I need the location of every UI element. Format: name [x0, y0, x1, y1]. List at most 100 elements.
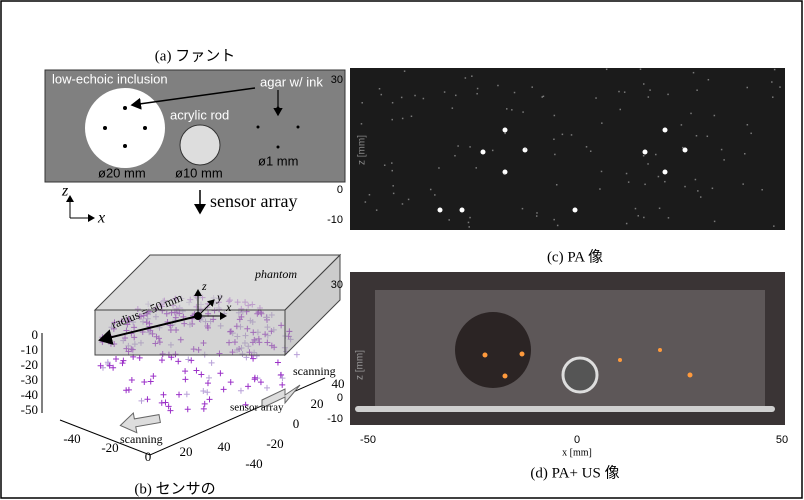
noise [511, 109, 513, 111]
noise [773, 225, 775, 227]
tick-label: -10 [327, 214, 343, 226]
noise [411, 116, 413, 118]
tick-label: 30 [331, 74, 343, 86]
noise [747, 124, 749, 126]
axis-label: z [mm] [355, 350, 366, 380]
noise [648, 96, 650, 98]
noise [401, 97, 403, 99]
label: scanning [293, 364, 336, 378]
sensor [159, 357, 165, 363]
noise [696, 135, 698, 137]
noise [457, 145, 459, 147]
noise [658, 176, 660, 178]
noise [640, 68, 642, 70]
tick-label: 30 [331, 279, 343, 291]
noise [369, 194, 371, 196]
noise [668, 217, 670, 219]
noise [414, 95, 416, 97]
noise [618, 91, 620, 93]
noise [624, 91, 626, 93]
sensor [193, 368, 199, 374]
noise [643, 217, 645, 219]
noise [391, 162, 393, 164]
sensor [182, 376, 188, 382]
label: low-echoic inclusion [52, 71, 168, 86]
tick-label: -20 [266, 436, 283, 451]
noise [643, 83, 645, 85]
noise [553, 219, 555, 221]
noise [695, 179, 697, 181]
noise [708, 79, 710, 81]
noise [772, 96, 774, 98]
tick-label: 0 [293, 416, 300, 431]
sensor [204, 389, 210, 395]
noise [638, 215, 640, 217]
sensor [200, 388, 206, 394]
noise [365, 201, 367, 203]
noise [430, 189, 432, 191]
tick-label: -10 [327, 413, 343, 425]
axis-label: x [225, 300, 232, 314]
tick-label: 0 [145, 449, 152, 464]
noise [667, 94, 669, 96]
sensor [264, 385, 270, 391]
noise [601, 122, 603, 124]
sensor [159, 400, 165, 406]
tick-label: -40 [245, 456, 262, 471]
sensor [258, 379, 264, 385]
noise [468, 222, 470, 224]
sensor [228, 379, 234, 385]
noise [384, 164, 386, 166]
target [663, 170, 668, 175]
sensor [129, 377, 135, 383]
noise [714, 115, 716, 117]
noise [402, 118, 404, 120]
axis-label: y [216, 290, 223, 304]
target [573, 208, 578, 213]
noise [700, 196, 702, 198]
target [643, 150, 648, 155]
tick-label: 0 [574, 434, 580, 446]
caption-c: (c) PA 像 [547, 248, 603, 265]
noise [562, 134, 564, 136]
noise [601, 171, 603, 173]
noise [556, 184, 558, 186]
noise [626, 223, 628, 225]
noise [635, 208, 637, 210]
tick-label: -20 [101, 440, 118, 455]
noise [590, 150, 592, 152]
sensor [294, 352, 300, 358]
noise [696, 89, 698, 91]
target [481, 150, 486, 155]
sensor [141, 379, 147, 385]
noise [595, 97, 597, 99]
noise [522, 111, 524, 113]
noise [525, 148, 527, 150]
sensor [120, 360, 126, 366]
noise [554, 115, 556, 117]
sensor [175, 358, 181, 364]
noise [476, 93, 478, 95]
noise [723, 159, 725, 161]
noise [690, 113, 692, 115]
tick-label: 40 [332, 376, 345, 391]
noise [714, 221, 716, 223]
sensor [245, 383, 251, 389]
tick-label: -50 [21, 402, 38, 417]
noise [514, 92, 516, 94]
noise [707, 136, 709, 138]
label: acrylic rod [170, 107, 229, 122]
label: scanning [120, 432, 163, 446]
noise [626, 173, 628, 175]
sensor [206, 375, 212, 381]
pa-image [350, 68, 785, 230]
noise [643, 155, 645, 157]
noise [492, 150, 494, 152]
axis-label: x [mm] [562, 447, 592, 458]
noise [571, 134, 573, 136]
surface [355, 406, 775, 412]
caption-b: (b) センサの [134, 481, 215, 497]
noise [391, 170, 393, 172]
noise [684, 186, 686, 188]
noise [408, 199, 410, 201]
